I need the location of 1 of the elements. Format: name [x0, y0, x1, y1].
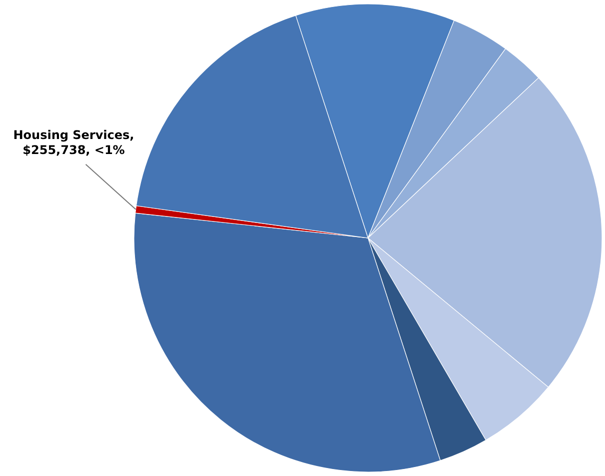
text: Housing Services, $255,738, <1% — [12, 128, 136, 158]
